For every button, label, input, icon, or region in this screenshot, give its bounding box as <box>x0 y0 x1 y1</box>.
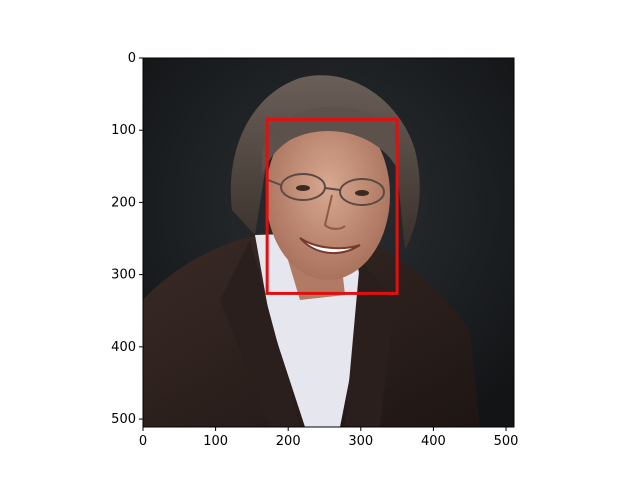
mouth <box>299 237 361 255</box>
x-tick-label: 200 <box>276 434 301 449</box>
x-tick-label: 300 <box>348 434 373 449</box>
axes-frame <box>142 57 515 428</box>
hair-fringe <box>262 106 399 175</box>
x-tick-label: 0 <box>139 434 147 449</box>
jacket-lapel-left <box>220 240 300 427</box>
y-tick-label: 300 <box>111 268 136 283</box>
nose <box>323 194 346 230</box>
x-tick-label: 400 <box>421 434 446 449</box>
y-tick-label: 0 <box>128 51 136 66</box>
glasses <box>267 173 385 206</box>
y-axis-ticks: 0 100 200 300 400 500 <box>111 51 143 427</box>
eye-left <box>296 185 310 191</box>
portrait-photo <box>143 58 514 427</box>
face-bounding-box <box>265 117 399 295</box>
x-tick-label: 100 <box>203 434 228 449</box>
x-tick-label: 500 <box>494 434 519 449</box>
jacket-lapel-right <box>345 260 395 427</box>
x-axis-ticks: 0 100 200 300 400 500 <box>139 427 519 449</box>
face <box>266 110 390 280</box>
eye-right <box>355 190 369 196</box>
y-tick-label: 100 <box>111 123 136 138</box>
y-tick-label: 400 <box>111 340 136 355</box>
y-tick-label: 500 <box>111 412 136 427</box>
y-tick-label: 200 <box>111 195 136 210</box>
